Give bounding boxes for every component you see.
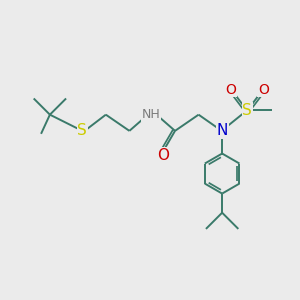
Text: NH: NH (142, 108, 161, 121)
Text: O: O (226, 82, 236, 97)
Text: N: N (217, 123, 228, 138)
Text: O: O (258, 82, 269, 97)
Text: O: O (157, 148, 169, 163)
Text: S: S (242, 103, 252, 118)
Text: S: S (77, 123, 87, 138)
